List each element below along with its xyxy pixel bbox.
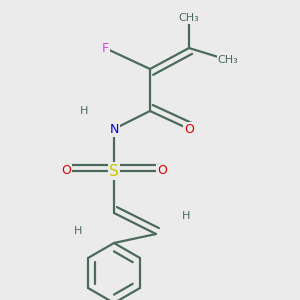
Text: CH₃: CH₃ [178, 13, 200, 23]
Text: F: F [101, 41, 109, 55]
Text: O: O [61, 164, 71, 178]
Text: O: O [184, 122, 194, 136]
Text: H: H [182, 211, 190, 221]
Text: H: H [80, 106, 88, 116]
Text: CH₃: CH₃ [218, 55, 239, 65]
Text: S: S [109, 164, 119, 178]
Text: H: H [74, 226, 82, 236]
Text: N: N [109, 122, 119, 136]
Text: O: O [157, 164, 167, 178]
